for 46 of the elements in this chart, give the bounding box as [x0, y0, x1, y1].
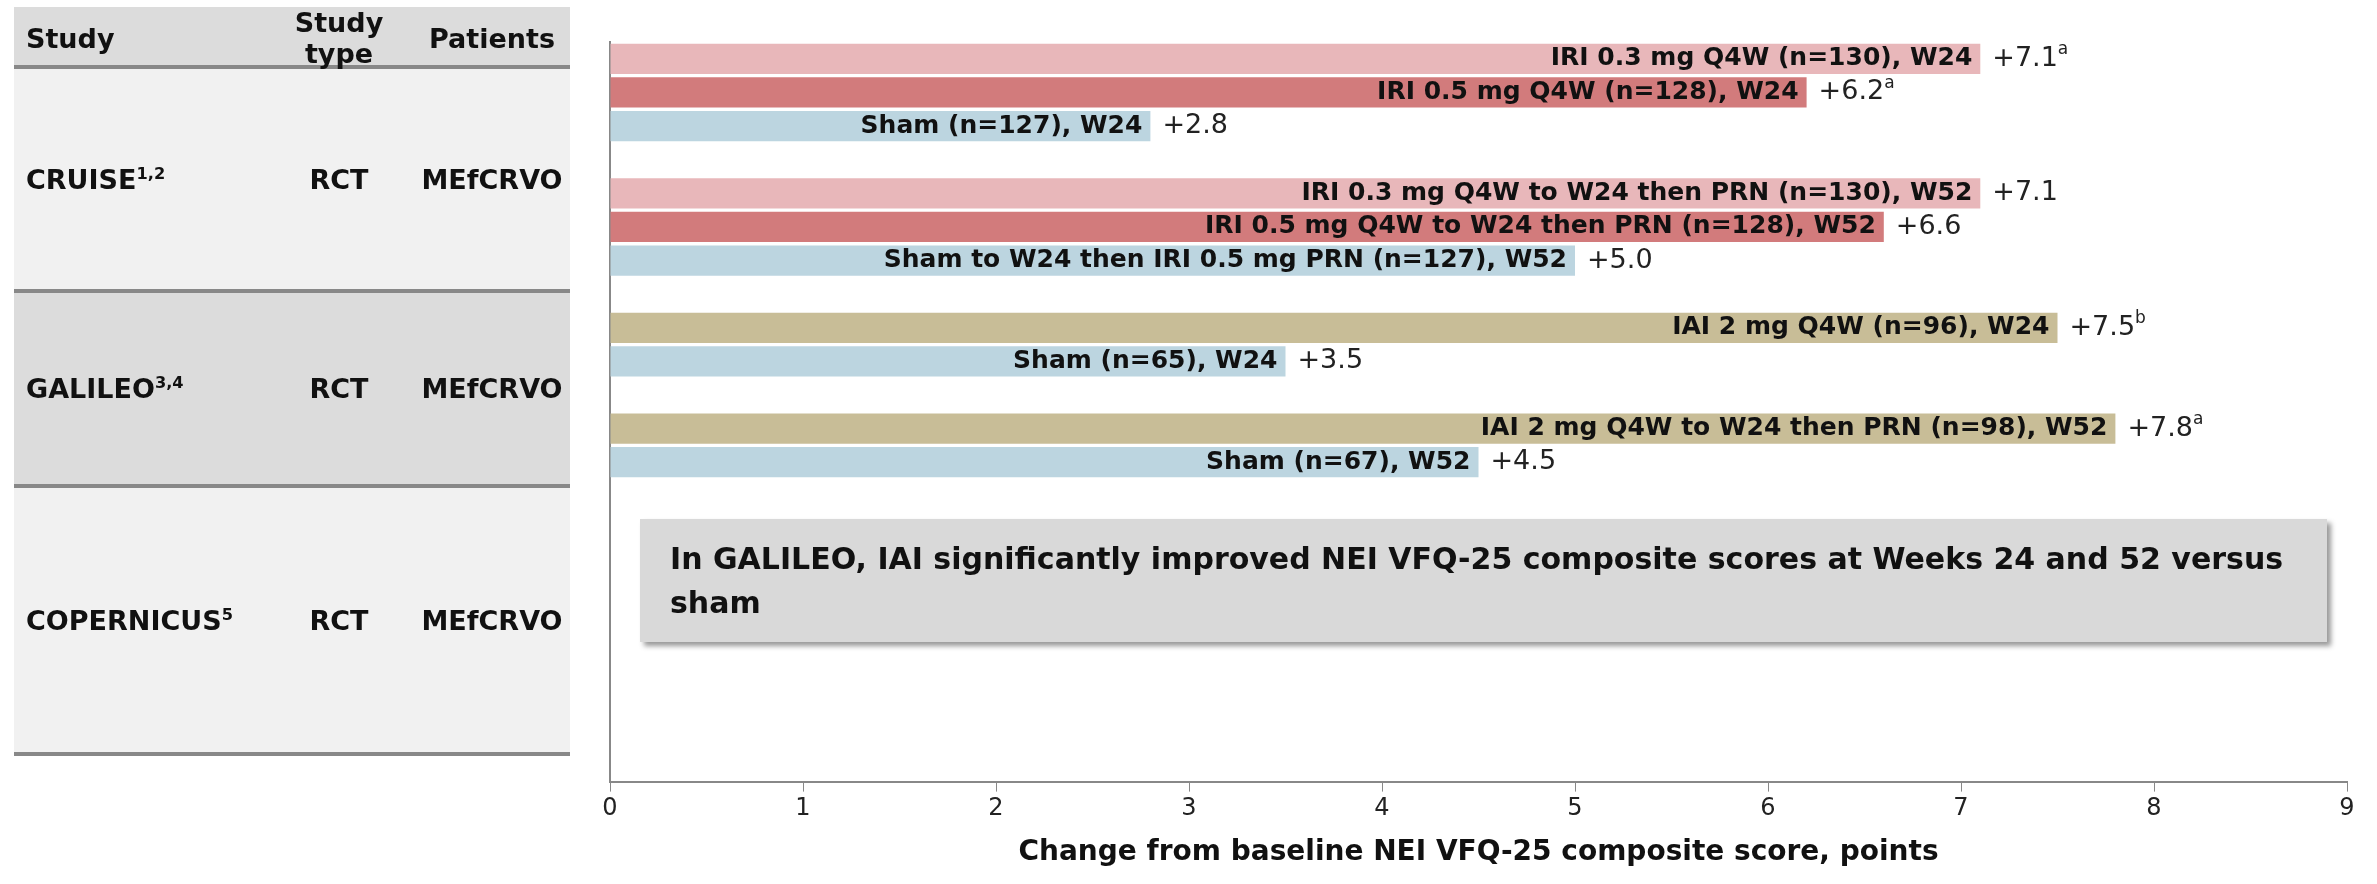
x-tick-label: 6 — [1760, 793, 1776, 822]
x-tick-label: 0 — [602, 793, 618, 822]
text: Study — [25, 22, 116, 54]
data-label: +3.5 — [1297, 343, 1364, 375]
x-tick-label: 2 — [988, 793, 1004, 822]
bar — [610, 447, 1479, 478]
y-tick-label: Sham to W24 then IRI 0.5 mg PRN (n=127), W52 — [883, 244, 1567, 274]
bar — [610, 346, 1286, 377]
y-tick-label: Sham (n=127), W24 — [860, 109, 1143, 139]
y-tick-label: IRI 0.5 mg Q4W (n=128), W24 — [1377, 75, 1799, 105]
bar — [610, 312, 2058, 343]
text: RCT — [308, 373, 370, 404]
x-tick-label: 4 — [1374, 793, 1390, 822]
x-tick-label: 8 — [2146, 793, 2162, 822]
text: RCT — [308, 604, 370, 636]
y-tick-label: IAI 2 mg Q4W (n=96), W24 — [1672, 311, 2050, 341]
annotation: In GALILEO, IAI significantly improved NEI VFQ-25 composite scores at Weeks 24 and 52 versus sham — [640, 519, 2327, 643]
y-tick-label: Sham (n=67), W52 — [1206, 445, 1471, 475]
data-label: +2.8 — [1162, 108, 1228, 140]
y-tick-label: IRI 0.5 mg Q4W to W24 then PRN (n=128), W52 — [1205, 210, 1876, 240]
bar — [610, 43, 1981, 74]
text: GALILEO$^{3,4}$ — [25, 373, 185, 404]
text: MEfCRVO — [420, 604, 564, 636]
bar — [610, 413, 2116, 444]
y-tick-label: IRI 0.3 mg Q4W (n=130), W24 — [1550, 42, 1973, 72]
bar — [610, 77, 1807, 108]
x-tick-label: 3 — [1181, 793, 1197, 822]
x-tick-label: 7 — [1953, 793, 1969, 822]
y-tick-label: Sham (n=65), W24 — [1013, 344, 1278, 374]
text: COPERNICUS$^{5}$ — [25, 604, 234, 636]
y-tick-label: IRI 0.3 mg Q4W to W24 then PRN (n=130), W52 — [1301, 176, 1973, 206]
data-label: +4.5 — [1490, 444, 1557, 476]
text: Study type — [293, 7, 385, 69]
y-tick-label: IAI 2 mg Q4W to W24 then PRN (n=98), W52 — [1480, 412, 2108, 442]
text: Patients — [428, 22, 556, 54]
x-tick-label: 1 — [795, 793, 811, 822]
text: RCT — [308, 163, 370, 195]
text: MEfCRVO — [420, 373, 564, 404]
data-label: +6.6 — [1895, 208, 1962, 240]
data-label: +5.0 — [1587, 242, 1653, 274]
text: CRUISE$^{1,2}$ — [25, 163, 167, 195]
text: MEfCRVO — [420, 163, 564, 195]
data-label: +7.1 — [1992, 175, 2058, 207]
x-tick-label: 5 — [1567, 793, 1583, 822]
x-axis-title: Change from baseline NEI VFQ-25 composite score, points — [1018, 834, 1939, 868]
x-tick-label: 9 — [2339, 793, 2355, 822]
